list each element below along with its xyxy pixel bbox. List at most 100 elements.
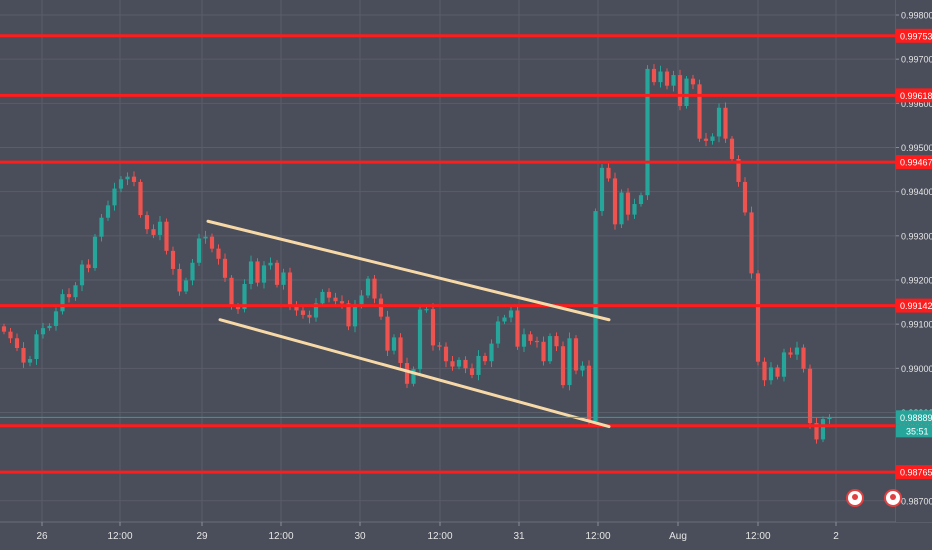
candle-body [528, 334, 533, 341]
y-tick-label: 0.99000 [901, 364, 932, 374]
price-axis-bg [896, 0, 932, 522]
candle-body [53, 311, 59, 326]
candle-body [1, 326, 7, 332]
event-icons[interactable] [846, 489, 902, 507]
candle-body [411, 369, 416, 384]
candle-body [404, 363, 410, 384]
candle-body [268, 262, 273, 266]
candle-body [820, 419, 826, 440]
x-tick-label: Aug [669, 531, 687, 542]
x-tick-label: 2 [833, 531, 839, 542]
candle-body [118, 179, 124, 189]
candle-body [346, 303, 351, 327]
countdown-label: 35:51 [906, 426, 929, 436]
candle-body [430, 309, 436, 346]
y-tick-label: 0.99100 [901, 320, 932, 330]
countdown-box [896, 424, 932, 438]
candle-body [502, 317, 507, 322]
candle-body [92, 236, 98, 269]
candle-body [723, 107, 728, 139]
candle-body [781, 352, 787, 377]
candle-body [469, 368, 475, 375]
x-tick-label: 12:00 [268, 531, 293, 542]
candle-body [567, 338, 572, 386]
candle-body [625, 192, 631, 215]
candle-body [664, 71, 670, 86]
candle-body [443, 346, 449, 362]
candle-body [300, 310, 306, 315]
candle-body [203, 236, 208, 239]
y-tick-label: 0.99700 [901, 55, 932, 65]
level-label-box [896, 465, 932, 480]
price-axis[interactable]: 0.99800 0.99700 0.99600 0.99500 0.99400 0.993… [896, 0, 932, 522]
candle-body [645, 68, 650, 196]
candle-body [463, 359, 468, 369]
x-tick-label: 12:00 [745, 531, 770, 542]
level-label-box [896, 298, 932, 313]
candle-body [294, 306, 299, 311]
candle-body [638, 195, 644, 205]
candle-body [196, 238, 202, 263]
candle-body [534, 340, 540, 343]
candle-body [313, 303, 319, 318]
candle-body [339, 301, 345, 304]
level-label: 0.98765 [900, 468, 932, 478]
candle-body [183, 280, 189, 292]
candle-body [138, 181, 143, 216]
candle-body [112, 188, 117, 206]
candle-body [560, 346, 566, 386]
candle-body [222, 258, 228, 278]
descending-channel [206, 219, 611, 429]
candle-body [27, 359, 33, 363]
level-label-box [896, 155, 932, 170]
candle-body [476, 355, 481, 375]
candle-body [144, 215, 150, 230]
level-label: 0.99618 [900, 91, 932, 101]
candle-body [326, 291, 332, 298]
candle-body [547, 336, 553, 362]
candle-body [749, 212, 754, 274]
candle-body [489, 343, 494, 362]
y-tick-label: 0.99500 [901, 143, 932, 153]
candle-body [586, 365, 592, 422]
candle-body [599, 167, 605, 212]
candle-body [788, 352, 793, 355]
x-tick-label: 29 [196, 531, 208, 542]
candle-body [157, 221, 163, 235]
candle-body [794, 347, 800, 355]
candle-body [86, 264, 91, 269]
level-label: 0.99142 [900, 301, 932, 311]
candle-body [762, 361, 767, 381]
candle-body [105, 205, 111, 218]
y-tick-label: 0.99600 [901, 99, 932, 109]
y-tick-label: 0.98700 [901, 496, 932, 506]
x-tick-label: 26 [36, 531, 48, 542]
x-tick-label: 30 [354, 531, 366, 542]
candle-body [573, 338, 579, 371]
candle-body [209, 236, 215, 249]
candle-body [8, 331, 13, 339]
event-badge-dot [890, 494, 896, 500]
candle-body [690, 78, 696, 85]
x-tick-label: 31 [513, 531, 525, 542]
candle-body [365, 278, 371, 296]
candle-body [619, 192, 624, 225]
candle-body [398, 337, 403, 364]
candle-body [333, 297, 338, 302]
time-axis[interactable]: 26 12:00 29 12:00 30 12:00 31 12:00 Aug 12:00 2 [0, 522, 932, 550]
candle-body [248, 261, 254, 284]
candle-series [1, 64, 832, 444]
x-tick-label: 12:00 [585, 531, 610, 542]
candle-body [658, 71, 663, 83]
candle-body [255, 261, 260, 283]
candle-body [47, 325, 52, 329]
candle-body [14, 338, 20, 348]
candle-body [66, 294, 72, 298]
level-label-box [896, 88, 932, 103]
candle-body [632, 204, 637, 215]
candle-body [60, 294, 65, 312]
event-badge-dot [852, 494, 858, 500]
candle-body [671, 75, 676, 86]
